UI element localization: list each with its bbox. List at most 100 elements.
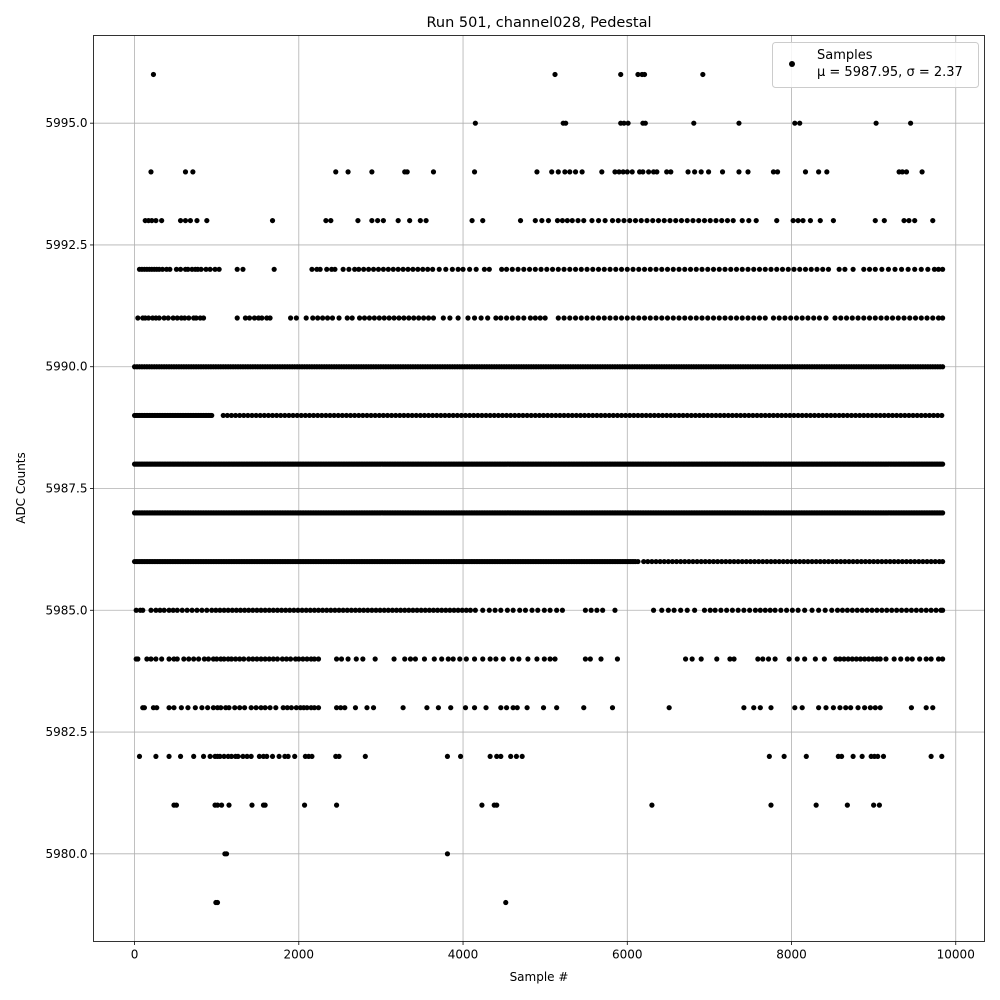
data-point <box>756 558 762 565</box>
data-point <box>355 217 361 224</box>
data-point <box>269 753 276 760</box>
data-point <box>479 802 485 808</box>
data-point <box>352 705 359 711</box>
data-point <box>618 315 625 321</box>
data-point <box>166 607 172 613</box>
data-point <box>161 315 167 321</box>
data-point <box>471 169 478 175</box>
data-point <box>145 315 152 321</box>
data-point <box>673 217 679 224</box>
data-point <box>914 412 920 419</box>
data-point <box>641 315 648 321</box>
data-point <box>144 656 150 662</box>
data-point <box>555 169 561 175</box>
data-point <box>908 705 915 711</box>
data-point <box>692 607 698 613</box>
data-point <box>869 412 875 419</box>
data-point <box>397 412 403 419</box>
data-point <box>424 705 430 711</box>
data-point <box>861 315 867 321</box>
data-point <box>710 266 717 272</box>
data-point <box>271 266 277 272</box>
data-point <box>320 607 326 613</box>
data-point <box>721 412 727 419</box>
data-point <box>919 169 925 175</box>
data-point <box>250 656 256 662</box>
data-point <box>393 412 399 419</box>
data-point <box>641 71 648 78</box>
data-point <box>907 558 914 565</box>
data-point <box>234 266 240 272</box>
data-point <box>307 607 313 613</box>
data-point <box>232 656 239 662</box>
data-point <box>926 412 933 419</box>
x-tick-label: 2000 <box>284 948 315 962</box>
data-point <box>781 753 787 760</box>
data-point <box>727 558 733 565</box>
data-point <box>406 607 412 613</box>
data-point <box>750 412 756 419</box>
data-point <box>861 412 867 419</box>
data-point <box>802 607 808 613</box>
data-point <box>217 753 223 760</box>
data-point <box>616 169 622 175</box>
data-point <box>807 412 814 419</box>
data-point <box>352 607 359 613</box>
data-point <box>487 656 493 662</box>
data-point <box>873 412 879 419</box>
data-point <box>930 705 936 711</box>
data-point <box>201 656 207 662</box>
data-point <box>540 705 547 711</box>
data-point <box>844 802 850 808</box>
data-point <box>315 315 321 321</box>
data-point <box>385 266 391 272</box>
data-point <box>676 412 682 419</box>
data-point <box>360 412 366 419</box>
data-point <box>213 607 219 613</box>
x-tick-label: 10000 <box>937 948 975 962</box>
data-point <box>665 558 671 565</box>
data-point <box>564 217 570 224</box>
data-point <box>877 656 883 662</box>
data-point <box>527 315 533 321</box>
data-point <box>153 656 159 662</box>
data-point <box>269 217 276 224</box>
data-point <box>581 412 588 419</box>
data-point <box>472 607 478 613</box>
data-point <box>370 705 377 711</box>
data-point <box>736 120 742 126</box>
data-point <box>498 315 504 321</box>
data-point <box>649 802 655 808</box>
data-point <box>217 607 223 613</box>
data-point <box>664 266 671 272</box>
data-point <box>467 412 473 419</box>
data-point <box>696 217 702 224</box>
data-point <box>614 412 621 419</box>
data-point <box>809 558 815 565</box>
data-point <box>479 412 485 419</box>
data-point <box>682 558 688 565</box>
data-point <box>733 412 740 419</box>
data-point <box>762 412 768 419</box>
data-point <box>639 412 645 419</box>
data-point <box>859 753 865 760</box>
data-point <box>345 656 351 662</box>
data-point <box>410 266 416 272</box>
data-point <box>817 217 823 224</box>
data-point <box>872 315 878 321</box>
data-point <box>274 656 281 662</box>
data-point <box>328 607 334 613</box>
data-point <box>609 217 616 224</box>
data-point <box>653 266 659 272</box>
data-point <box>251 315 258 321</box>
data-point <box>457 753 464 760</box>
data-point <box>345 169 351 175</box>
data-point <box>680 412 686 419</box>
data-point <box>791 266 797 272</box>
data-point <box>435 705 442 711</box>
data-point <box>632 217 639 224</box>
data-point <box>388 412 395 419</box>
data-point <box>526 266 533 272</box>
data-point <box>854 558 860 565</box>
data-point <box>779 412 785 419</box>
